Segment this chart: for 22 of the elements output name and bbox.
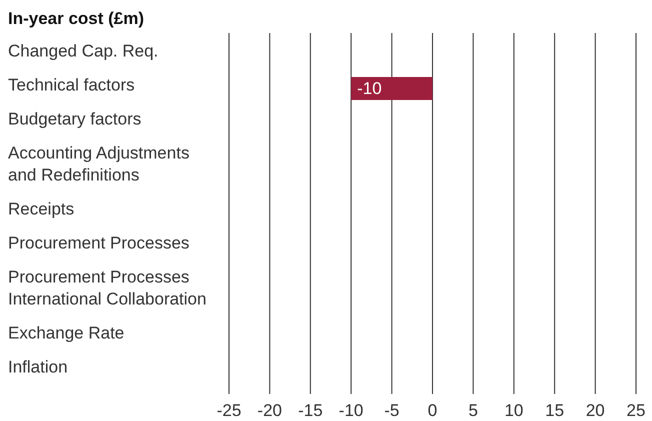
x-tick-label: 5 — [468, 401, 478, 420]
x-tick-label: -25 — [216, 401, 242, 420]
data-label: -10 — [357, 79, 382, 98]
x-tick-label: 20 — [586, 401, 605, 420]
x-tick-label: -10 — [338, 401, 364, 420]
x-tick-label: 10 — [504, 401, 524, 420]
y-tick-label: Inflation — [8, 358, 68, 376]
y-tick-label: Procurement Processes International Collaboration — [8, 268, 206, 308]
x-tick-label: 0 — [428, 401, 438, 420]
y-tick-label: Budgetary factors — [8, 110, 142, 128]
y-tick-label: Procurement Processes — [8, 234, 190, 252]
y-tick-label: Accounting Adjustments and Redefinitions — [8, 144, 190, 184]
y-tick-label: Technical factors — [8, 76, 135, 94]
text: In-year cost (£m) — [8, 9, 144, 28]
x-tick-label: 25 — [626, 401, 646, 420]
y-tick-label: Exchange Rate — [8, 324, 124, 342]
y-tick-label: Receipts — [8, 200, 74, 218]
x-tick-label: -15 — [298, 401, 323, 420]
x-tick-label: 15 — [545, 401, 564, 420]
x-tick-label: -5 — [384, 401, 400, 420]
y-tick-label: Changed Cap. Req. — [8, 42, 158, 60]
x-tick-label: -20 — [257, 401, 282, 420]
